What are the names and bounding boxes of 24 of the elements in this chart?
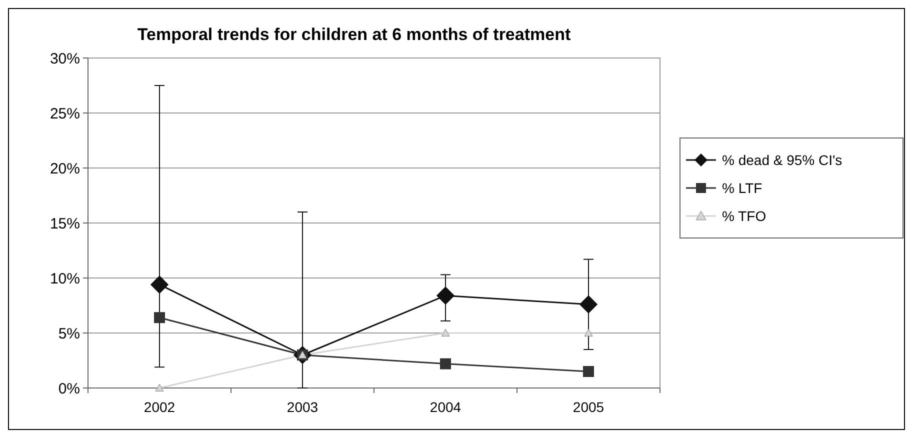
y-tick-label: 5% bbox=[58, 325, 80, 342]
point bbox=[583, 366, 594, 377]
x-tick-label: 2005 bbox=[572, 399, 604, 415]
point bbox=[584, 328, 593, 336]
y-tick-label: 30% bbox=[50, 50, 80, 68]
y-tick-label: 10% bbox=[50, 270, 80, 288]
y-tick-label: 25% bbox=[50, 105, 80, 122]
x-tick-label: 2004 bbox=[430, 399, 462, 415]
point bbox=[155, 384, 164, 392]
legend-label: % TFO bbox=[722, 208, 766, 224]
point bbox=[440, 358, 451, 370]
x-tick-label: 2002 bbox=[144, 399, 176, 415]
chart-title: Temporal trends for children at 6 months of treatment bbox=[137, 25, 571, 44]
legend-label: % LTF bbox=[722, 180, 762, 196]
point bbox=[154, 312, 165, 324]
point bbox=[579, 295, 598, 314]
x-tick-label: 2003 bbox=[286, 399, 318, 415]
point bbox=[441, 328, 450, 336]
y-tick-label: 20% bbox=[50, 160, 80, 178]
y-tick-label: 15% bbox=[50, 215, 80, 232]
point bbox=[150, 276, 169, 294]
point bbox=[436, 286, 455, 305]
legend-label: % dead & 95% CI's bbox=[722, 152, 842, 168]
y-tick-label: 0% bbox=[58, 380, 80, 398]
